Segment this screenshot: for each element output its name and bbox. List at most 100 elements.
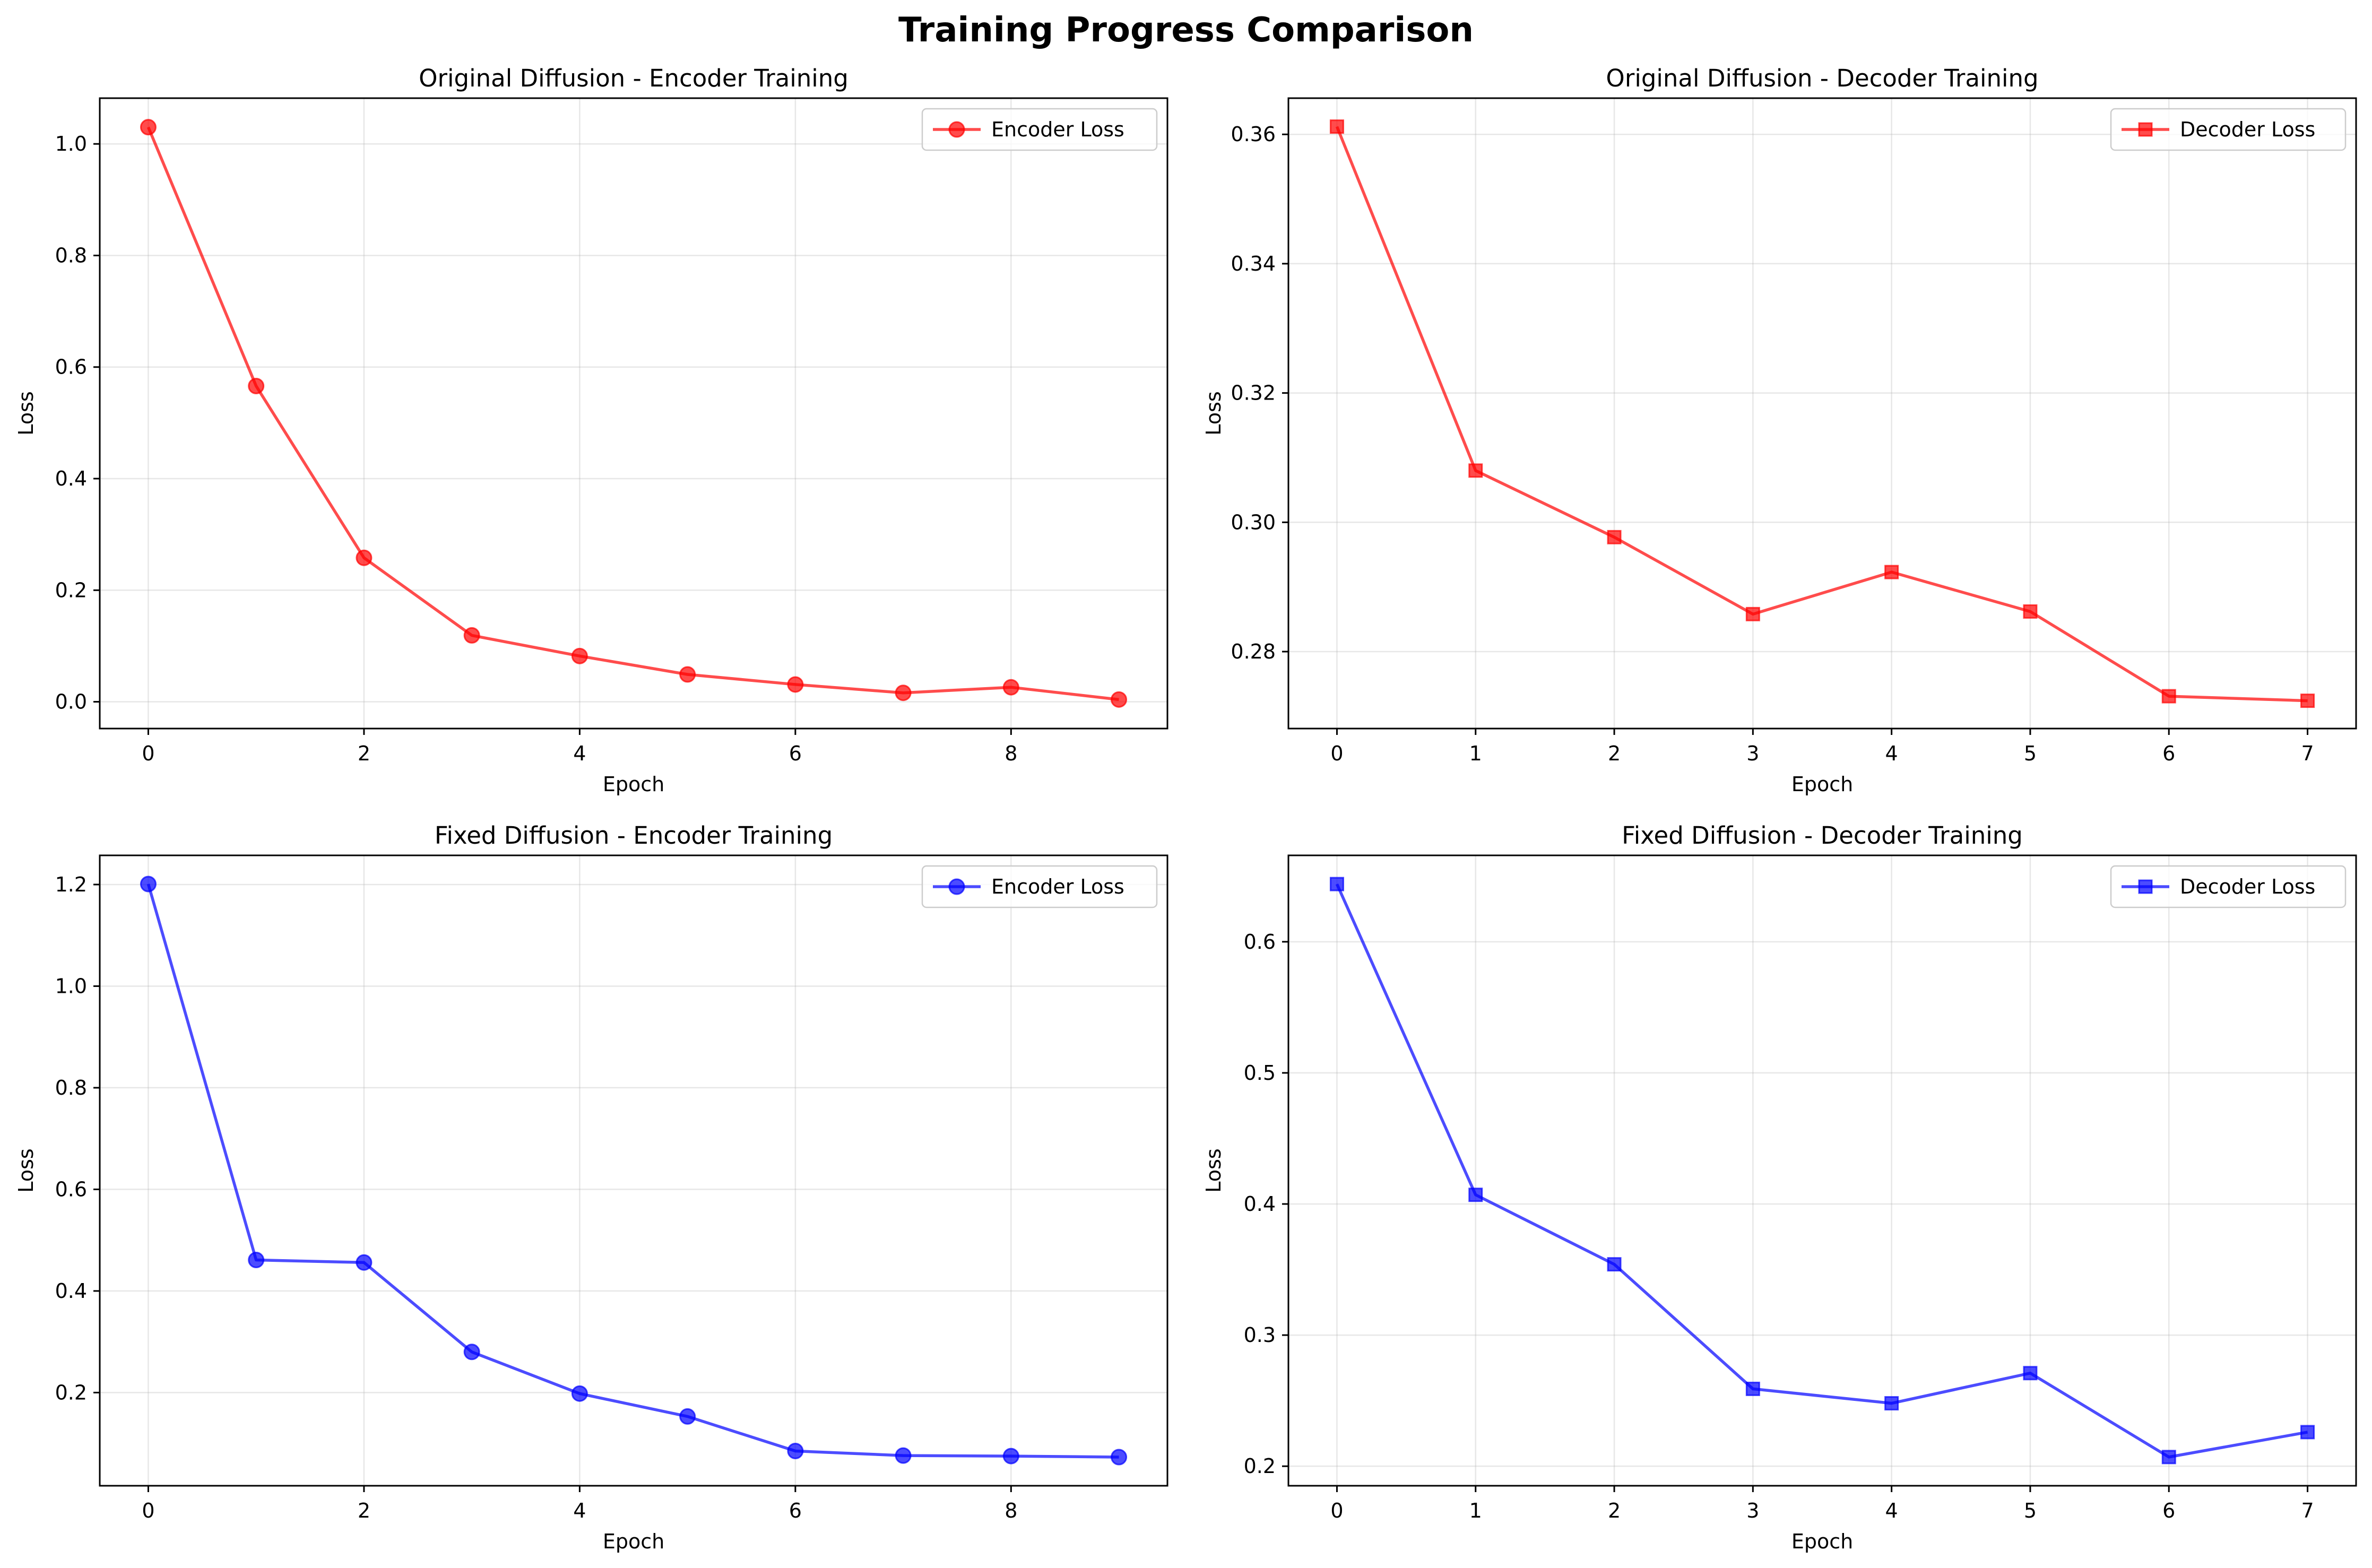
data-point xyxy=(356,1254,373,1271)
x-tick-label: 2 xyxy=(358,742,370,765)
x-tick-label: 2 xyxy=(1608,742,1621,765)
x-tick-label: 0 xyxy=(1330,742,1343,765)
data-point xyxy=(2300,1425,2315,1440)
legend-marker xyxy=(948,121,965,138)
y-tick-label: 0.30 xyxy=(1231,510,1276,534)
x-tick-label: 0 xyxy=(142,1499,154,1522)
y-tick-label: 0.32 xyxy=(1231,382,1276,405)
x-tick-label: 2 xyxy=(358,1499,370,1522)
data-point xyxy=(356,549,373,566)
y-tick-label: 0.5 xyxy=(1244,1061,1276,1085)
y-tick-label: 1.2 xyxy=(55,873,87,896)
data-point xyxy=(679,1408,696,1425)
axes-frame xyxy=(1287,854,2357,1487)
x-tick-label: 5 xyxy=(2024,742,2037,765)
x-tick-label: 5 xyxy=(2024,1499,2037,1522)
y-tick-label: 0.3 xyxy=(1244,1323,1276,1347)
legend: Encoder Loss xyxy=(921,108,1158,151)
subplot-title: Original Diffusion - Decoder Training xyxy=(1606,64,2038,92)
data-point xyxy=(571,1385,588,1402)
x-tick-label: 3 xyxy=(1746,742,1759,765)
legend: Encoder Loss xyxy=(921,865,1158,908)
y-axis-label: Loss xyxy=(14,391,38,435)
y-tick-label: 0.2 xyxy=(1244,1454,1276,1478)
y-tick-label: 0.8 xyxy=(55,1076,87,1099)
legend-marker xyxy=(2138,122,2153,137)
x-tick-label: 2 xyxy=(1608,1499,1621,1522)
data-point xyxy=(787,1443,804,1460)
y-tick-label: 0.4 xyxy=(55,1279,87,1303)
y-tick-label: 0.6 xyxy=(55,1177,87,1201)
subplot-1: 0 2 4 6 8 0.0 0.2 0.4 0.6 0.8 1.0 Original Diffusio… xyxy=(14,64,1168,796)
series-line xyxy=(146,126,1119,701)
y-axis-label: Loss xyxy=(1202,1148,1225,1192)
legend-marker xyxy=(2138,879,2153,894)
data-point xyxy=(248,377,265,394)
x-tick-label: 0 xyxy=(142,742,154,765)
y-axis-label: Loss xyxy=(14,1148,38,1192)
subplot-title: Original Diffusion - Encoder Training xyxy=(419,64,849,92)
x-tick-label: 3 xyxy=(1746,1499,1759,1522)
data-point xyxy=(1607,530,1622,544)
x-tick-label: 4 xyxy=(573,742,586,765)
data-point xyxy=(895,1447,912,1464)
x-tick-label: 7 xyxy=(2301,1499,2314,1522)
y-tick-label: 0.34 xyxy=(1231,252,1276,275)
x-tick-label: 4 xyxy=(573,1499,586,1522)
data-point xyxy=(679,666,696,683)
data-point xyxy=(2161,689,2176,704)
data-point xyxy=(2300,694,2315,708)
subplot-title: Fixed Diffusion - Decoder Training xyxy=(1622,821,2023,850)
data-point xyxy=(1002,1448,1019,1465)
data-point xyxy=(1607,1257,1622,1272)
data-point xyxy=(140,119,157,136)
data-point xyxy=(1329,119,1344,134)
y-tick-label: 0.8 xyxy=(55,244,87,267)
y-tick-label: 1.0 xyxy=(55,974,87,998)
data-point xyxy=(463,1344,480,1361)
legend-label: Encoder Loss xyxy=(991,875,1124,898)
x-tick-label: 6 xyxy=(2162,1499,2175,1522)
y-axis-label: Loss xyxy=(1202,391,1225,435)
y-tick-label: 0.6 xyxy=(55,356,87,379)
data-point xyxy=(1745,607,1760,621)
legend-box xyxy=(921,108,1158,151)
x-tick-label: 4 xyxy=(1885,742,1898,765)
x-tick-label: 4 xyxy=(1885,1499,1898,1522)
axes-frame xyxy=(99,854,1168,1487)
axes-frame xyxy=(99,97,1168,730)
y-tick-label: 0.2 xyxy=(55,578,87,602)
data-point xyxy=(2023,604,2038,619)
x-axis-label: Epoch xyxy=(603,1530,664,1553)
legend: Decoder Loss xyxy=(2110,865,2347,908)
data-point xyxy=(2161,1450,2176,1465)
x-tick-label: 8 xyxy=(1005,742,1017,765)
data-point xyxy=(463,627,480,644)
x-tick-label: 8 xyxy=(1005,1499,1017,1522)
legend-label: Encoder Loss xyxy=(991,118,1124,141)
series-line xyxy=(1335,126,2308,703)
data-point xyxy=(787,676,804,693)
data-point xyxy=(1111,1449,1128,1466)
data-point xyxy=(1329,877,1344,891)
data-point xyxy=(1745,1381,1760,1396)
x-tick-label: 0 xyxy=(1330,1499,1343,1522)
x-tick-label: 1 xyxy=(1469,1499,1482,1522)
data-point xyxy=(248,1252,265,1269)
legend: Decoder Loss xyxy=(2110,108,2347,151)
legend-label: Decoder Loss xyxy=(2180,875,2315,898)
data-point xyxy=(140,876,157,893)
data-point xyxy=(1468,463,1483,478)
subplot-title: Fixed Diffusion - Encoder Training xyxy=(435,821,833,850)
subplot-4: 0 1 2 3 4 5 6 7 0.2 0.3 0.4 0.5 0.6 Fixed Diffusion -… xyxy=(1202,821,2357,1553)
data-point xyxy=(2023,1366,2038,1381)
subplot-3: 0 2 4 6 8 0.2 0.4 0.6 0.8 1.0 1.2 Fixed Diffusion -… xyxy=(14,821,1168,1553)
subplot-2: 0 1 2 3 4 5 6 7 0.28 0.30 0.32 0.34 0.36 Original Dif… xyxy=(1202,64,2357,796)
x-tick-label: 1 xyxy=(1469,742,1482,765)
figure-title: Training Progress Comparison xyxy=(898,11,1474,50)
data-point xyxy=(1111,691,1128,708)
data-point xyxy=(1884,1396,1899,1411)
legend-box xyxy=(921,865,1158,908)
data-point xyxy=(1468,1188,1483,1202)
